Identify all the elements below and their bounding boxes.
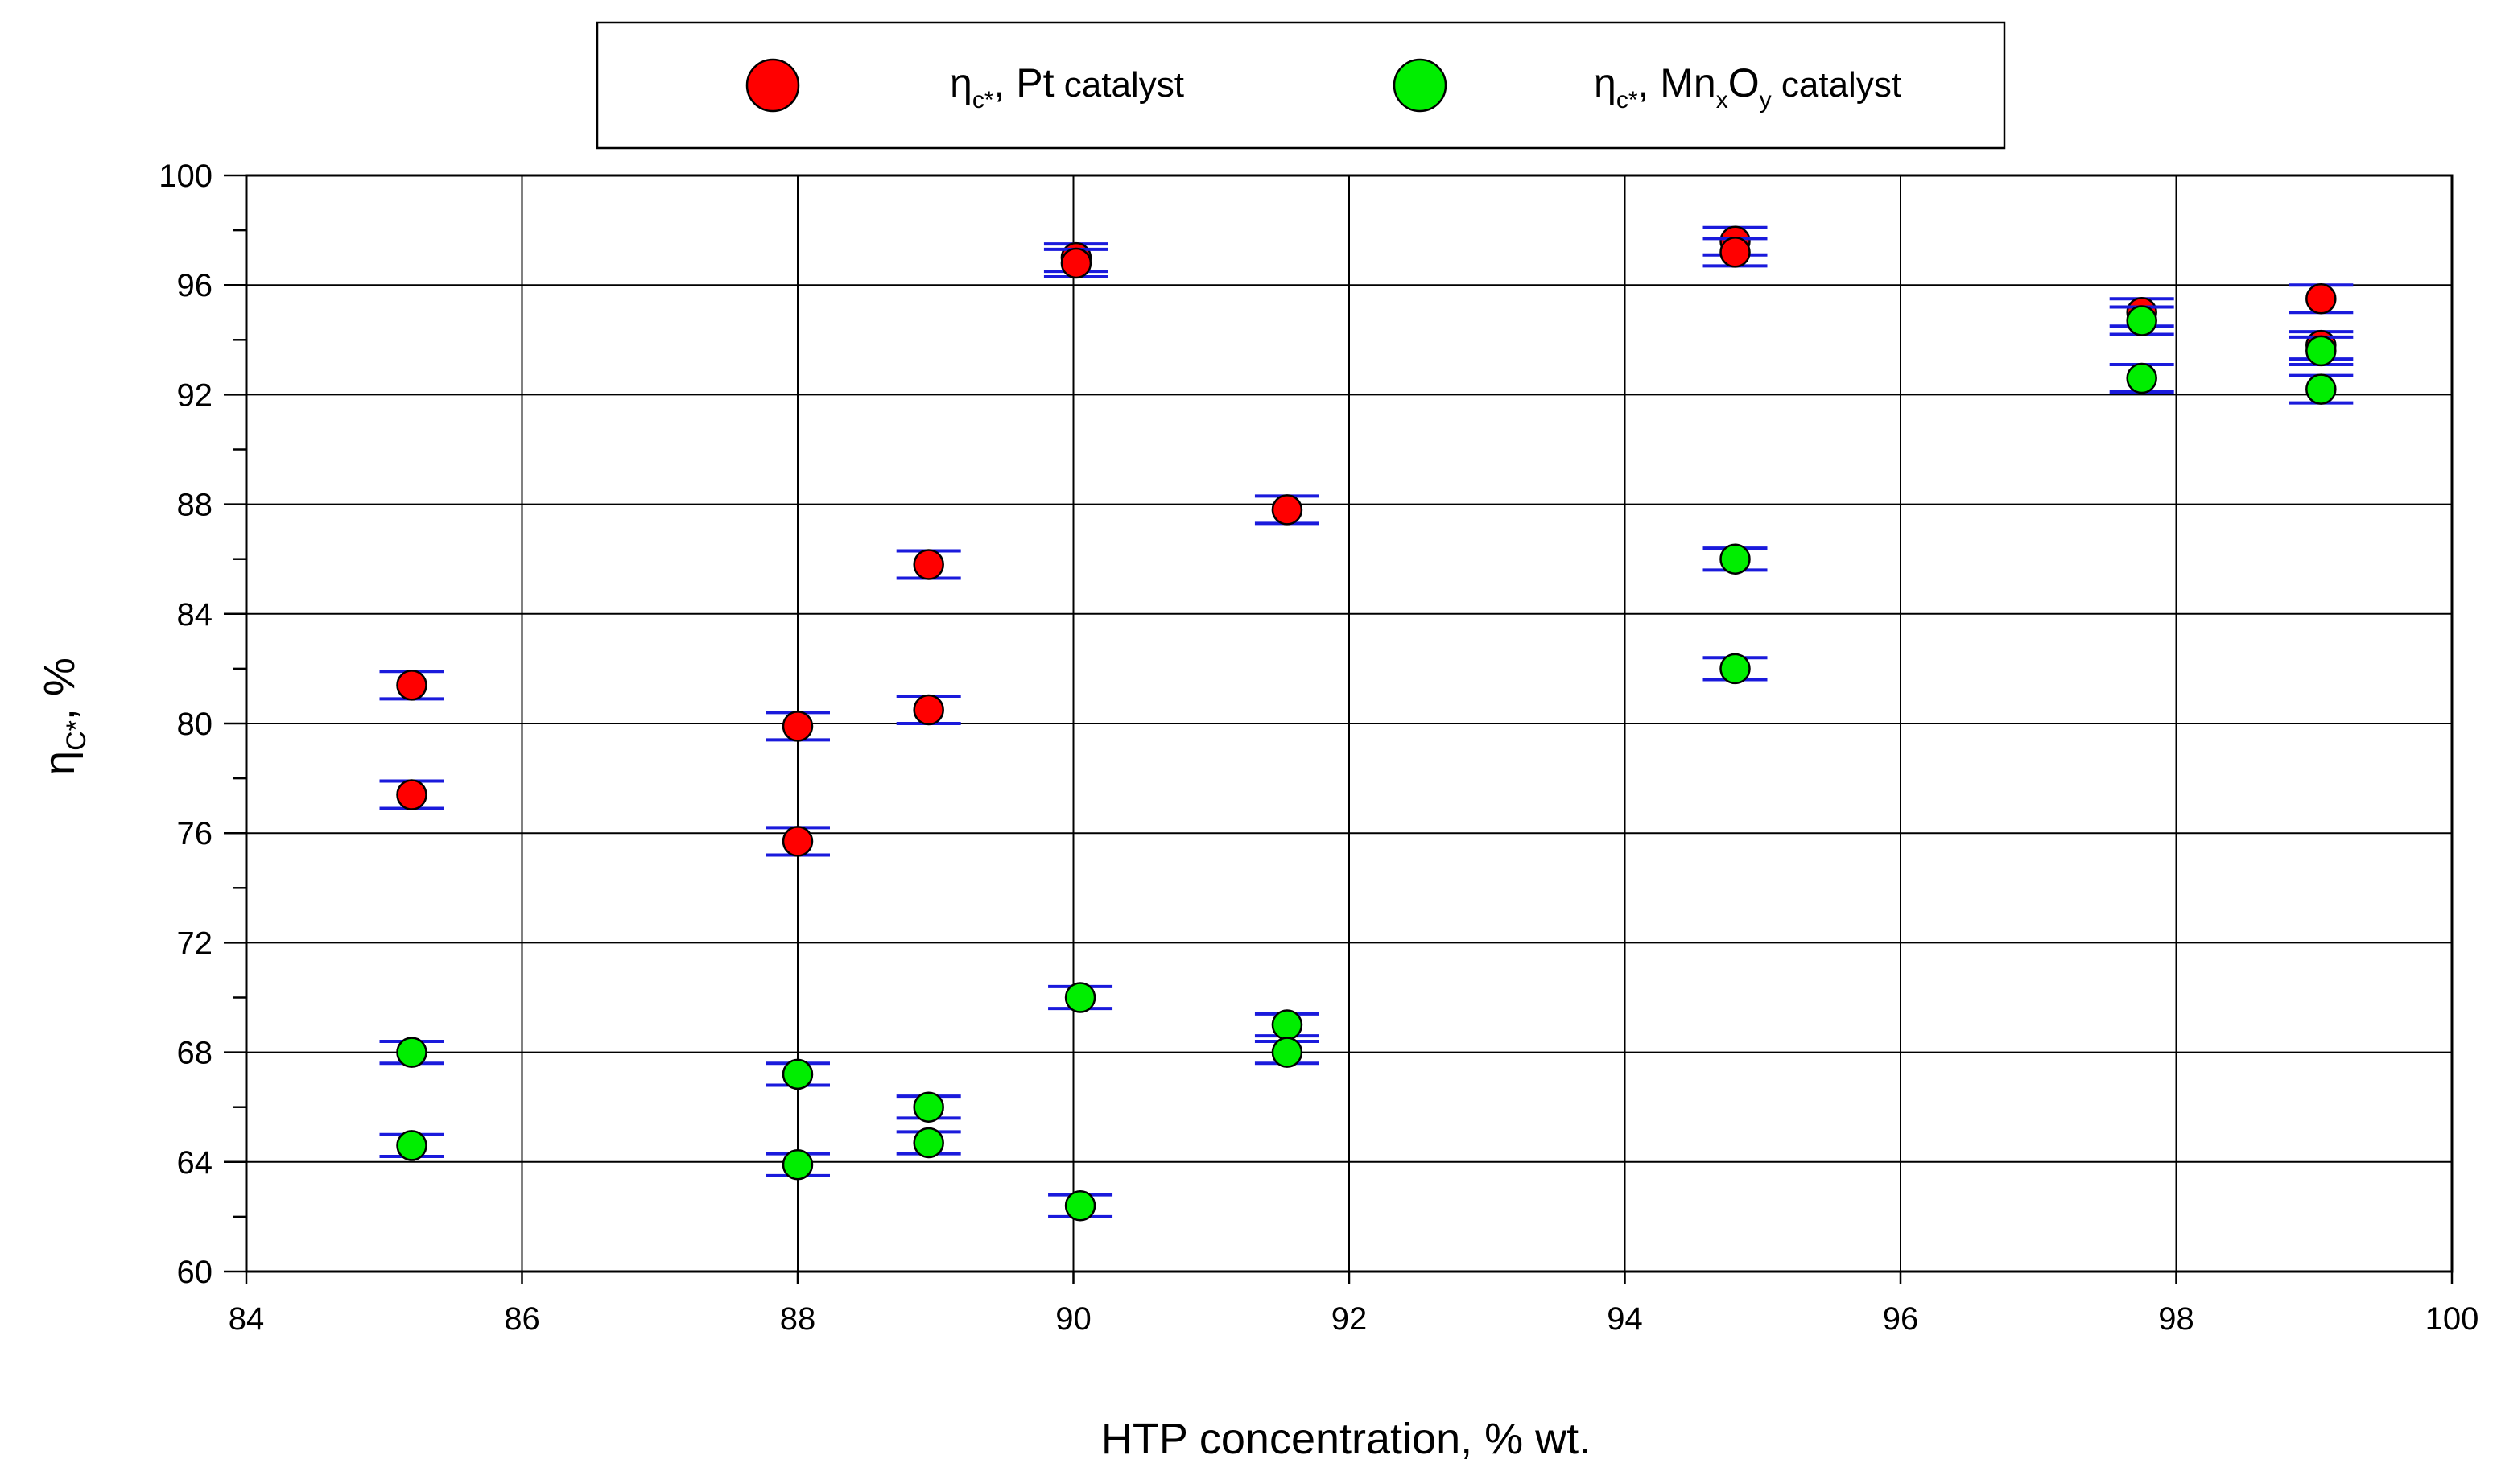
legend-marker-pt (745, 58, 800, 113)
plot-frame (245, 174, 2454, 1273)
x-axis-title: HTP concentration, % wt. (1101, 1415, 1591, 1463)
tick-label-y-88: 88 (177, 488, 213, 523)
tick-label-y-60: 60 (177, 1255, 213, 1290)
tick-label-x-96: 96 (1883, 1301, 1919, 1337)
data-point-0-7 (1060, 247, 1092, 279)
tick-labels: 84 86 88 90 92 94 96 98 100 60 64 68 72 76 80 84 88 92 96 1… (159, 159, 2478, 1337)
data-point-1-12 (2126, 305, 2157, 336)
legend-label-mnxoy: ηc*, MnxOy catalyst (1594, 60, 1901, 113)
data-point-1-7 (1064, 1190, 1096, 1222)
data-point-0-10 (1719, 237, 1751, 268)
grid (246, 175, 2453, 1272)
data-point-0-3 (782, 826, 814, 857)
data-point-1-6 (1064, 982, 1096, 1013)
y-axis-title: ηC*, % (35, 657, 92, 775)
data-point-0-1 (396, 779, 427, 810)
data-point-1-11 (1719, 653, 1751, 685)
tick-label-y-68: 68 (177, 1036, 213, 1071)
data-point-1-14 (2305, 335, 2337, 367)
tick-label-x-92: 92 (1331, 1301, 1368, 1337)
tick-label-y-92: 92 (177, 377, 213, 413)
legend: ηc*, Pt catalyst ηc*, MnxOy catalyst (596, 21, 2006, 150)
data-point-0-8 (1271, 494, 1303, 526)
tick-label-y-100: 100 (159, 159, 213, 194)
tick-label-x-86: 86 (504, 1301, 540, 1337)
data-point-1-15 (2305, 373, 2337, 405)
data-point-0-12 (2305, 282, 2337, 315)
axis-ticks (224, 174, 2454, 1284)
tick-label-x-98: 98 (2158, 1301, 2194, 1337)
data-point-1-8 (1271, 1009, 1303, 1041)
data-point-1-10 (1719, 543, 1751, 575)
data-point-1-4 (913, 1091, 944, 1123)
tick-label-y-84: 84 (177, 597, 213, 633)
data-point-1-3 (782, 1148, 814, 1181)
data-point-0-5 (913, 694, 944, 726)
tick-label-y-80: 80 (177, 707, 213, 742)
tick-label-x-94: 94 (1607, 1301, 1643, 1337)
data-point-0-4 (913, 549, 944, 580)
series-1 (379, 305, 2354, 1222)
tick-label-y-96: 96 (177, 268, 213, 303)
tick-label-y-72: 72 (177, 925, 213, 961)
legend-label-pt: ηc*, Pt catalyst (950, 60, 1184, 113)
data-point-1-2 (782, 1058, 814, 1090)
data-point-1-13 (2126, 362, 2157, 394)
series-layer (379, 225, 2354, 1222)
tick-label-y-64: 64 (177, 1145, 213, 1181)
legend-box (596, 21, 2006, 150)
series-0 (379, 225, 2354, 857)
tick-label-x-84: 84 (229, 1301, 265, 1337)
data-point-0-0 (396, 670, 427, 701)
data-point-1-0 (396, 1037, 427, 1068)
data-point-0-2 (782, 711, 814, 742)
data-point-1-9 (1271, 1037, 1303, 1068)
legend-marker-mnxoy (1393, 58, 1447, 113)
tick-label-x-88: 88 (780, 1301, 816, 1337)
data-point-1-1 (396, 1130, 427, 1161)
data-point-1-5 (913, 1127, 944, 1159)
tick-label-y-76: 76 (177, 816, 213, 851)
tick-label-x-100: 100 (2425, 1301, 2479, 1337)
tick-label-x-90: 90 (1055, 1301, 1092, 1337)
